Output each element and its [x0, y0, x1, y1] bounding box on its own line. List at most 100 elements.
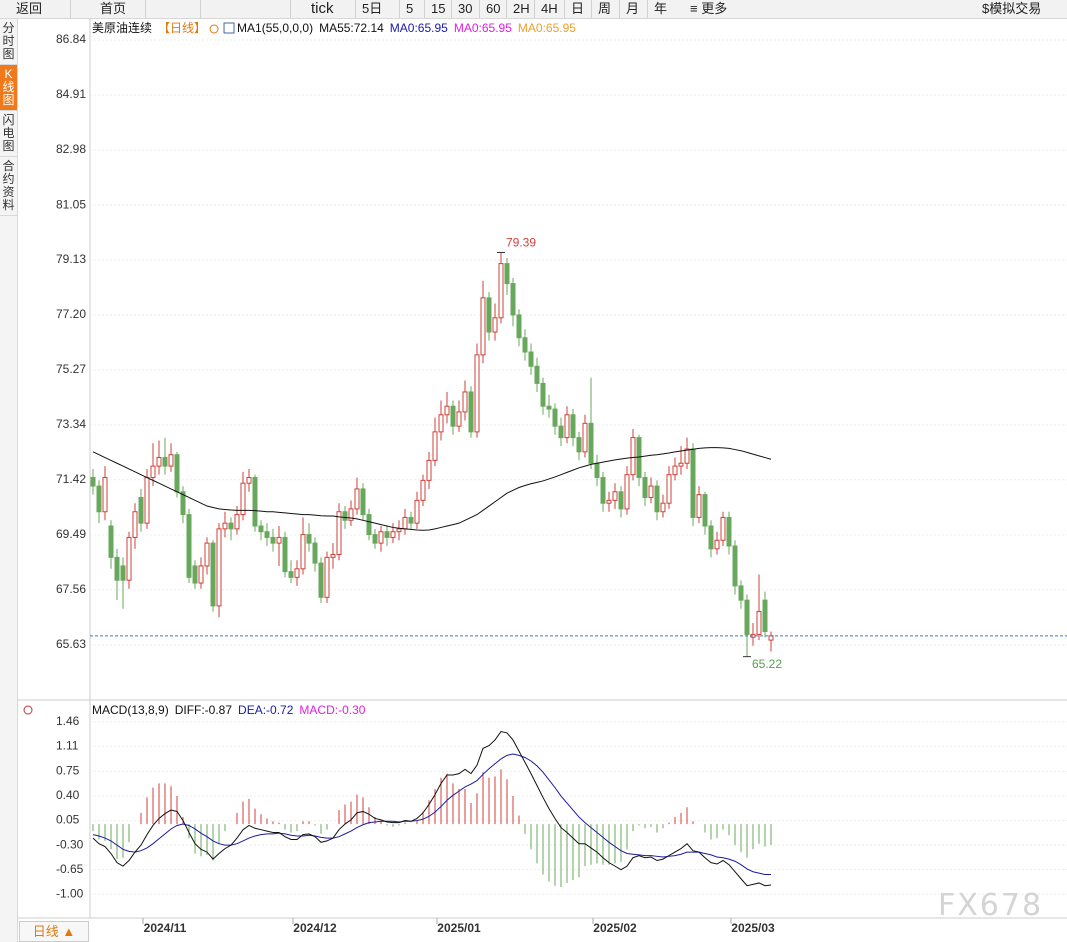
candle-body: [576, 437, 582, 453]
sidebar-tab[interactable]: 分时图: [0, 19, 17, 65]
low-label: 65.22: [752, 657, 782, 671]
y-tick-label: 0.40: [56, 788, 80, 802]
candle-body: [570, 414, 576, 439]
y-tick-label: 0.05: [56, 813, 80, 827]
candle-body: [348, 508, 354, 521]
toolbar: 返回 首页 tick ≡ 更多 $模拟交易 5日 5 15 30 60 2H 4H 日周月年: [0, 0, 1067, 19]
candle-body: [432, 431, 438, 461]
more-label: 更多: [701, 1, 728, 16]
separator: [619, 0, 620, 18]
period-label: 【日线】: [158, 21, 206, 35]
candle-body: [132, 511, 138, 538]
sidebar-tab[interactable]: 合约资料: [0, 157, 17, 216]
candle-body: [360, 488, 366, 516]
candle-body: [756, 611, 762, 635]
legend-item: MACD:-0.30: [299, 703, 365, 717]
candle-body: [450, 405, 456, 427]
x-tick-label: 2025/03: [731, 921, 775, 935]
candle-body: [366, 514, 372, 536]
candle-body: [630, 437, 636, 476]
period-button[interactable]: 日: [571, 1, 585, 16]
tick-button[interactable]: tick: [311, 0, 334, 17]
legend-item: MA0:65.95: [518, 21, 576, 35]
candle-body: [732, 545, 738, 587]
period-button[interactable]: 日线 ▲: [19, 921, 89, 942]
candle-body: [546, 405, 552, 410]
candle-body: [480, 297, 486, 356]
candle-body: [114, 556, 120, 581]
candle-body: [726, 516, 732, 547]
candle-body: [738, 585, 744, 601]
back-button[interactable]: 返回: [16, 1, 43, 16]
y-tick-label: 81.05: [56, 197, 86, 211]
candle-body: [336, 511, 342, 556]
sidebar-tab[interactable]: K线图: [0, 65, 17, 111]
candle-body: [624, 474, 630, 510]
period-button[interactable]: 年: [654, 1, 668, 16]
candle-body: [468, 391, 474, 433]
trade-button[interactable]: $模拟交易: [982, 1, 1042, 16]
candle-body: [192, 565, 198, 584]
candle-body: [510, 283, 516, 316]
period-button[interactable]: 月: [626, 1, 640, 16]
candle-body: [564, 414, 570, 439]
candle-body: [354, 488, 360, 510]
candle-body: [138, 496, 144, 524]
candle-body: [186, 514, 192, 578]
separator: [591, 0, 592, 18]
candle-body: [606, 499, 612, 504]
candle-body: [690, 448, 696, 518]
candle-body: [330, 554, 336, 558]
candle-body: [672, 465, 678, 476]
candle-body: [444, 405, 450, 416]
separator: [534, 0, 535, 18]
chart-title: 美原油连续: [92, 20, 152, 35]
candle-body: [168, 454, 174, 467]
separator: [399, 0, 400, 18]
candle-body: [528, 351, 534, 367]
period-button[interactable]: 30: [458, 1, 473, 16]
candle-body: [288, 571, 294, 578]
candle-body: [282, 536, 288, 573]
candle-body: [696, 494, 702, 518]
candle-body: [612, 491, 618, 501]
candle-body: [252, 477, 258, 527]
candle-body: [240, 482, 246, 516]
candle-body: [594, 462, 600, 479]
period-button[interactable]: 5: [406, 1, 414, 16]
ma-line: [92, 447, 772, 531]
y-tick-label: 82.98: [56, 142, 86, 156]
candle-body: [300, 534, 306, 570]
period-button[interactable]: 4H: [541, 1, 558, 16]
separator: [355, 0, 356, 18]
y-tick-label: 0.75: [56, 764, 80, 778]
candle-body: [216, 528, 222, 607]
candle-body: [618, 491, 624, 510]
candle-body: [666, 474, 672, 504]
home-button[interactable]: 首页: [100, 1, 127, 16]
candle-body: [342, 511, 348, 521]
period-button[interactable]: 周: [598, 1, 612, 16]
x-tick-label: 2025/01: [437, 921, 481, 935]
candle-body: [204, 542, 210, 567]
period-button[interactable]: 60: [486, 1, 501, 16]
separator: [506, 0, 507, 18]
period-button[interactable]: 5日: [362, 1, 383, 16]
y-tick-label: -0.65: [56, 862, 84, 876]
candle-body: [768, 635, 774, 641]
ma-params: MA1(55,0,0,0): [237, 21, 313, 35]
legend-item: MA55:72.14: [319, 21, 384, 35]
candle-body: [174, 454, 180, 493]
period-button[interactable]: 2H: [513, 1, 530, 16]
separator: [479, 0, 480, 18]
period-button[interactable]: 15: [431, 1, 446, 16]
separator: [424, 0, 425, 18]
candle-body: [306, 534, 312, 544]
more-button[interactable]: ≡ 更多: [690, 1, 728, 16]
candle-body: [198, 565, 204, 584]
y-tick-label: 1.46: [56, 714, 80, 728]
y-tick-label: 75.27: [56, 362, 86, 376]
sidebar-tab[interactable]: 闪电图: [0, 111, 17, 157]
